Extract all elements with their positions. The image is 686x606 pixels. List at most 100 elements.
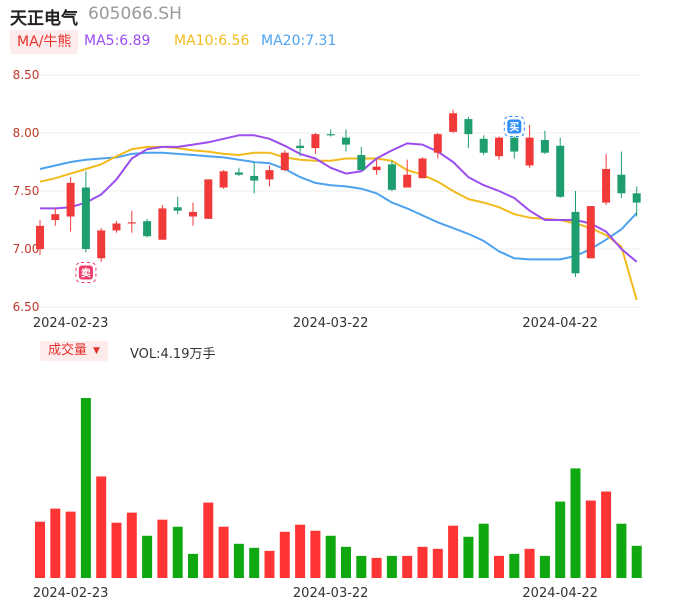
volume-bar: [325, 535, 336, 578]
candle-down: [464, 119, 473, 135]
candle-up: [66, 182, 75, 217]
volume-value: VOL:4.19万手: [130, 347, 216, 362]
volume-bar: [585, 500, 596, 578]
candle-up: [311, 134, 320, 149]
volume-indicator-selector[interactable]: 成交量 ▼: [40, 341, 108, 361]
bull-bear-sell-icon-label: 卖: [81, 266, 91, 279]
candle-up: [372, 166, 381, 171]
volume-bar: [157, 519, 168, 578]
volume-bar: [96, 476, 107, 578]
volume-bar: [310, 530, 321, 578]
y-tick-label: 8.50: [13, 68, 40, 82]
candle-down: [617, 174, 626, 194]
ma5-line: [40, 134, 638, 263]
candle-up: [449, 113, 458, 132]
ma5-legend: MA5:6.89: [84, 33, 151, 49]
volume-bar: [279, 531, 290, 578]
candle-up: [403, 174, 412, 188]
bull-bear-sell-icon: [78, 265, 93, 280]
candle-down: [326, 134, 335, 136]
candle-down: [357, 155, 366, 171]
volume-bar: [356, 555, 367, 578]
candle-down: [143, 221, 152, 237]
price-x-tick-label: 2024-02-23: [33, 316, 109, 331]
candle-up: [219, 171, 228, 188]
volume-bar: [509, 553, 520, 578]
candle-down: [173, 207, 182, 211]
volume-bar: [188, 553, 198, 578]
candle-up: [112, 223, 121, 231]
candle-up: [189, 211, 197, 217]
candle-down: [540, 139, 549, 153]
volume-bar: [616, 523, 627, 578]
volume-bar: [65, 511, 76, 578]
price-x-tick-label: 2024-03-22: [293, 316, 369, 331]
ma-indicator-selector[interactable]: MA/牛熊: [10, 30, 79, 54]
volume-bar: [126, 512, 137, 578]
volume-bar: [264, 550, 275, 578]
y-tick-label: 7.00: [13, 242, 40, 256]
volume-x-tick-label: 2024-03-22: [293, 586, 369, 601]
volume-bar: [341, 546, 351, 578]
stock-name: 天正电气: [10, 9, 78, 29]
ma10-legend: MA10:6.56: [174, 33, 250, 49]
volume-bar: [50, 508, 61, 578]
volume-bar: [417, 546, 428, 578]
volume-bar: [203, 502, 214, 578]
volume-tag-label: 成交量: [48, 343, 88, 358]
y-tick-label: 6.50: [13, 300, 40, 314]
volume-bar: [555, 501, 566, 578]
volume-bar: [478, 523, 489, 578]
candle-up: [602, 168, 611, 203]
volume-x-tick-label: 2024-02-23: [33, 586, 109, 601]
ma20-legend: MA20:7.31: [261, 33, 337, 49]
volume-bar: [371, 557, 382, 578]
volume-bar: [218, 526, 229, 578]
volume-bar: [539, 555, 550, 578]
candle-down: [234, 172, 243, 175]
candle-down: [510, 137, 519, 152]
volume-bar: [432, 548, 443, 578]
price-x-tick-label: 2024-04-22: [522, 316, 598, 331]
candle-up: [433, 134, 442, 153]
candle-down: [632, 193, 641, 203]
volume-bar: [233, 543, 244, 578]
volume-bar: [172, 526, 183, 578]
volume-bar: [111, 522, 122, 578]
ma20-line: [39, 151, 638, 261]
volume-bar: [142, 535, 153, 578]
y-tick-label: 7.50: [13, 184, 40, 198]
candle-down: [250, 175, 259, 181]
volume-bar: [295, 524, 306, 578]
volume-bar: [386, 555, 397, 578]
candle-down: [387, 164, 396, 190]
volume-bar: [570, 468, 581, 578]
candle-up: [586, 206, 595, 259]
candle-up: [97, 230, 106, 259]
volume-bar: [80, 398, 91, 578]
volume-bar: [463, 536, 474, 578]
candle-up: [265, 170, 274, 180]
candle-up: [525, 137, 534, 166]
volume-x-tick-label: 2024-04-22: [522, 586, 598, 601]
bull-bear-buy-icon: [507, 119, 522, 134]
candle-down: [81, 187, 90, 249]
volume-bar: [494, 555, 504, 578]
volume-bar: [631, 545, 642, 578]
candle-up: [158, 208, 167, 240]
volume-bar: [601, 491, 612, 578]
volume-bar: [524, 548, 535, 578]
candle-up: [495, 137, 503, 157]
volume-bar: [402, 555, 413, 578]
candle-down: [479, 138, 488, 153]
candle-down: [296, 145, 305, 149]
stock-code: 605066.SH: [88, 4, 182, 24]
candle-up: [51, 214, 60, 220]
candle-down: [342, 137, 350, 145]
volume-bar: [249, 547, 260, 578]
bull-bear-buy-icon-label: 买: [509, 121, 519, 133]
ma10-line: [39, 145, 638, 301]
candle-up: [36, 225, 44, 249]
y-tick-label: 8.00: [13, 126, 40, 140]
